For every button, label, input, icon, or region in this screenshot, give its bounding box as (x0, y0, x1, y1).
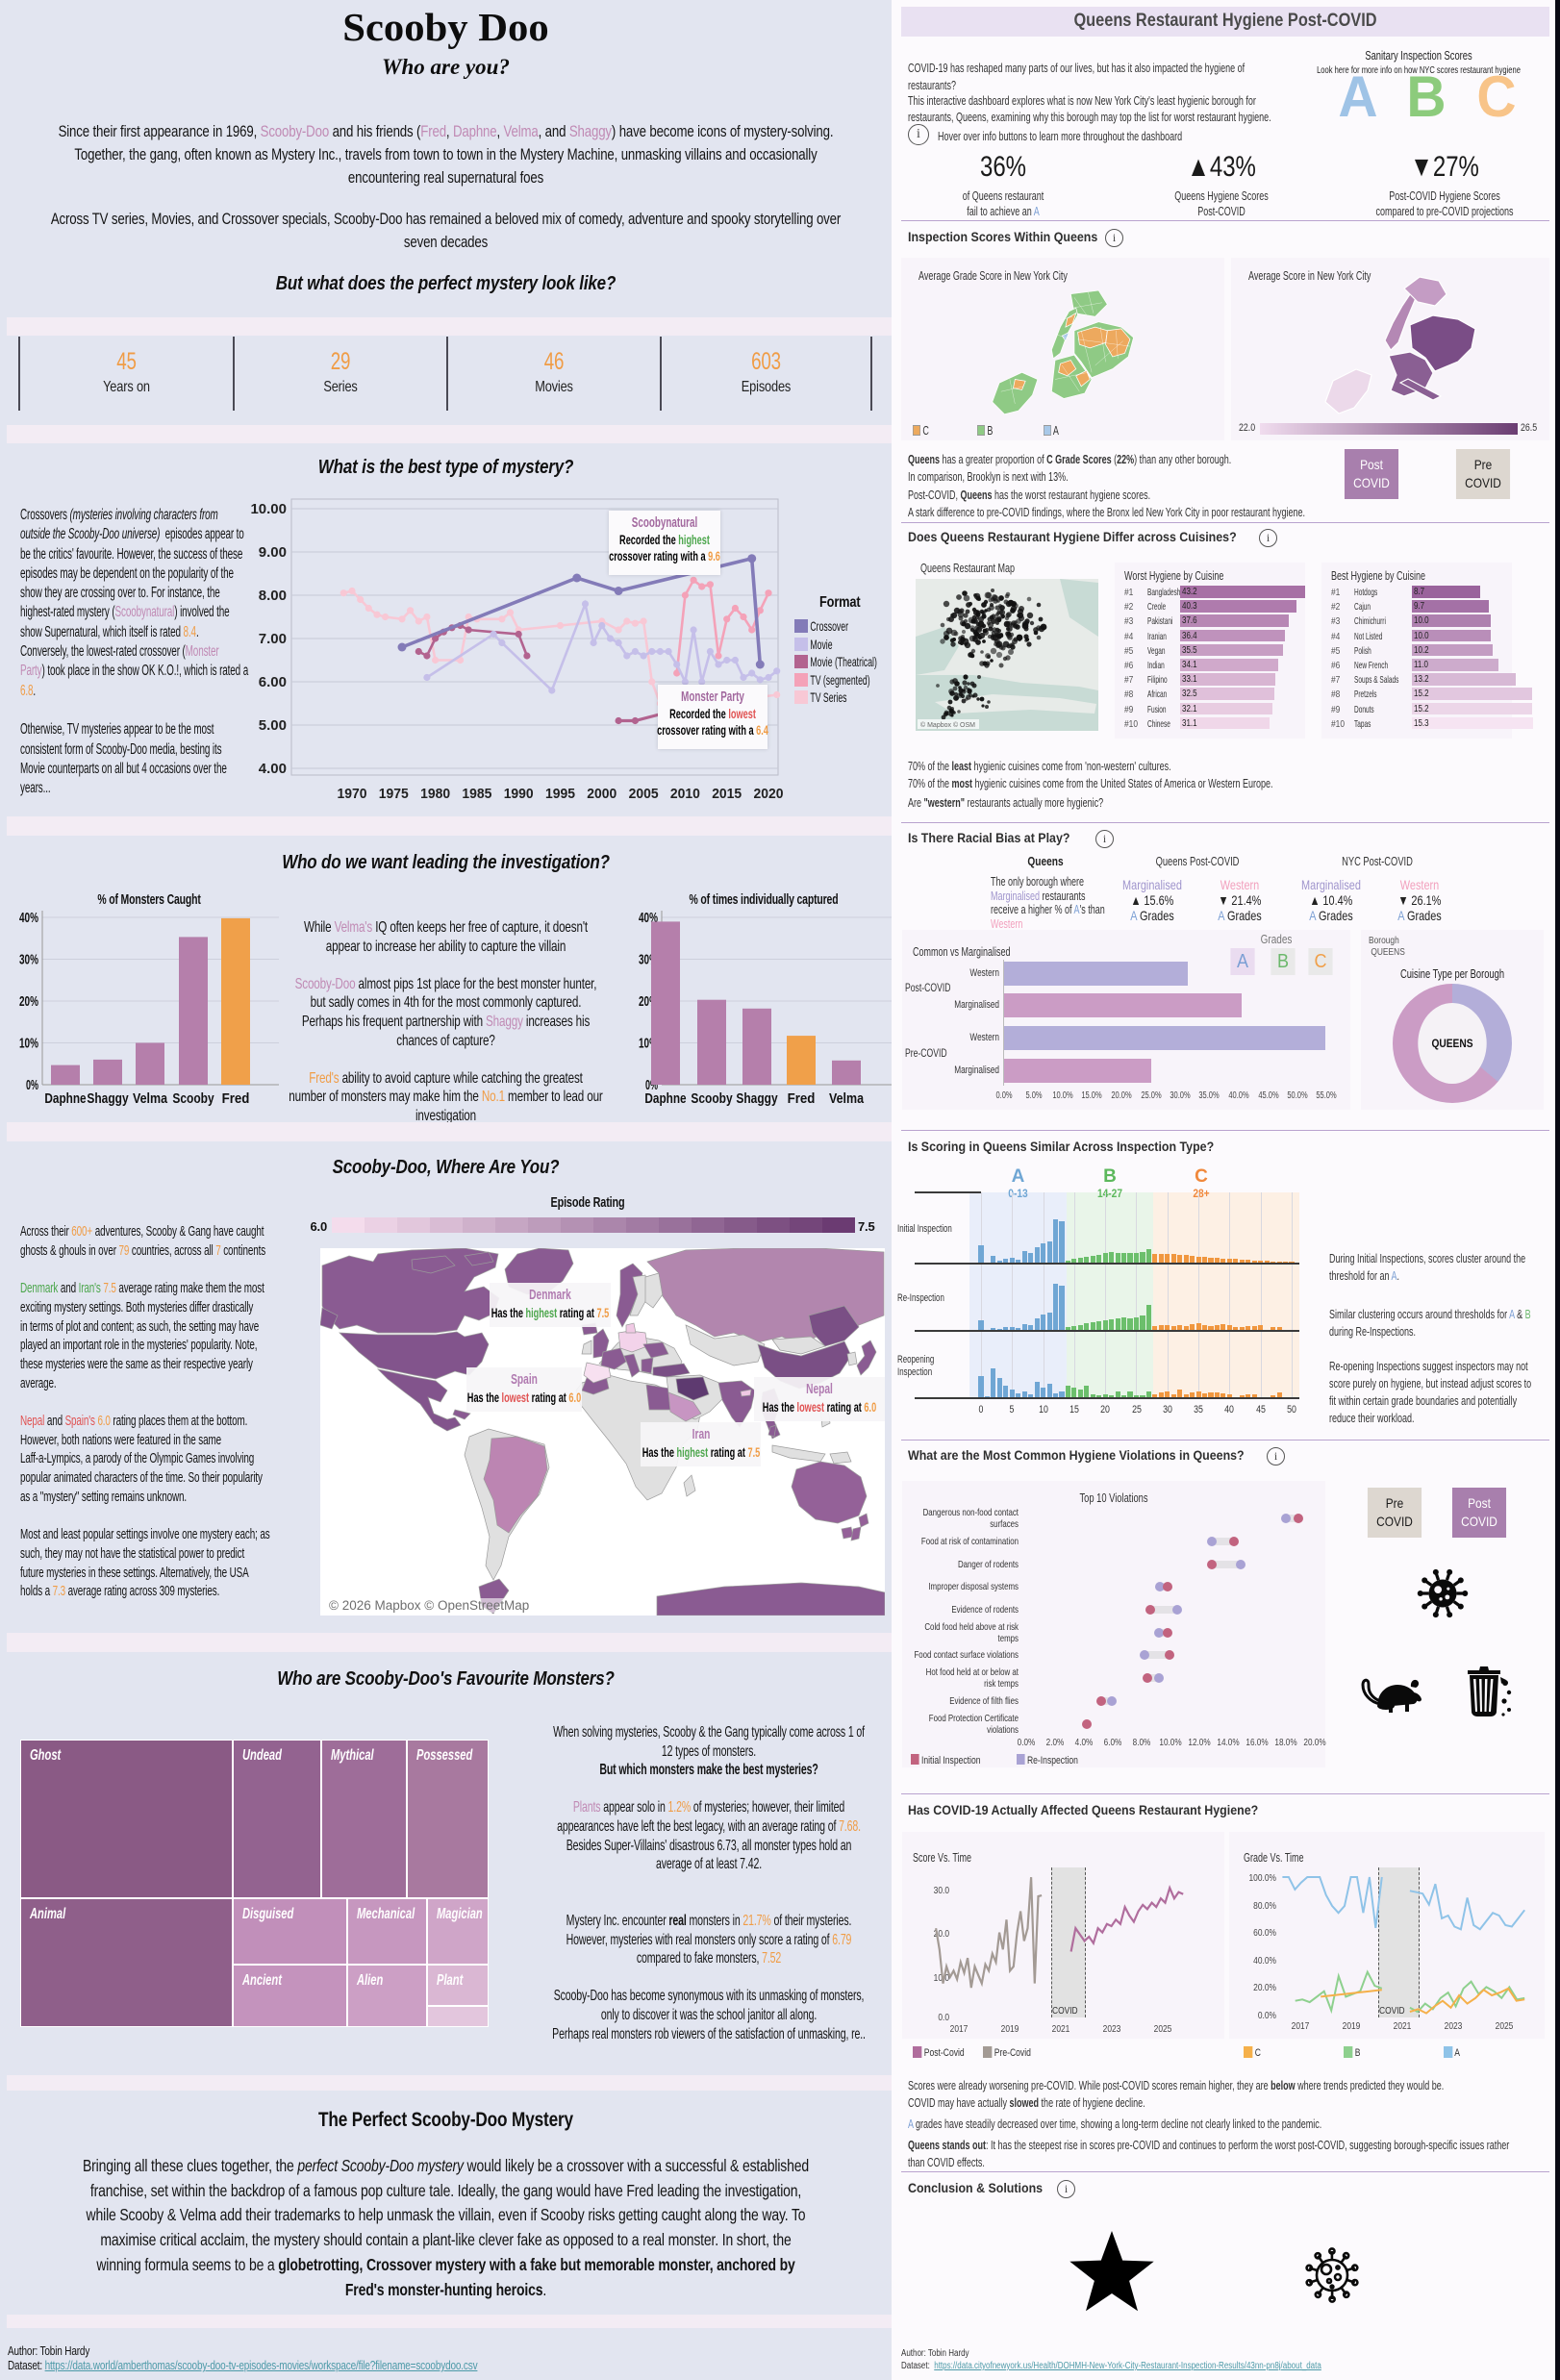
svg-text:Fred: Fred (788, 1091, 816, 1107)
svg-text:Velma: Velma (829, 1091, 865, 1107)
svg-text:4.00: 4.00 (259, 761, 287, 777)
svg-text:2020: 2020 (754, 786, 784, 802)
svg-text:1970: 1970 (338, 786, 367, 802)
svg-text:Scooby: Scooby (691, 1091, 732, 1107)
svg-text:10%: 10% (19, 1036, 38, 1052)
svg-text:1975: 1975 (379, 786, 409, 802)
svg-text:© Mapbox © OSM: © Mapbox © OSM (920, 721, 975, 729)
svg-text:6.00: 6.00 (259, 674, 287, 690)
svg-text:Velma: Velma (133, 1091, 168, 1107)
svg-text:Fred: Fred (222, 1091, 250, 1107)
svg-text:1985: 1985 (462, 786, 491, 802)
svg-text:2010: 2010 (670, 786, 700, 802)
svg-text:8.00: 8.00 (259, 588, 287, 604)
svg-text:20%: 20% (19, 993, 38, 1010)
svg-text:1980: 1980 (420, 786, 450, 802)
svg-text:7.00: 7.00 (259, 631, 287, 647)
svg-text:Daphne: Daphne (644, 1091, 686, 1107)
svg-text:30%: 30% (19, 952, 38, 968)
svg-text:2015: 2015 (712, 786, 742, 802)
svg-text:1990: 1990 (504, 786, 534, 802)
svg-text:1995: 1995 (545, 786, 575, 802)
svg-text:Shaggy: Shaggy (87, 1091, 128, 1107)
svg-text:9.00: 9.00 (259, 544, 287, 561)
svg-text:Scooby: Scooby (172, 1091, 214, 1107)
svg-text:10.00: 10.00 (250, 501, 287, 517)
svg-text:Daphne: Daphne (44, 1091, 86, 1107)
svg-text:Shaggy: Shaggy (736, 1091, 777, 1107)
svg-text:5.00: 5.00 (259, 717, 287, 734)
svg-text:40%: 40% (19, 911, 38, 926)
svg-text:0%: 0% (26, 1077, 38, 1093)
svg-text:2005: 2005 (629, 786, 659, 802)
svg-text:2000: 2000 (587, 786, 616, 802)
